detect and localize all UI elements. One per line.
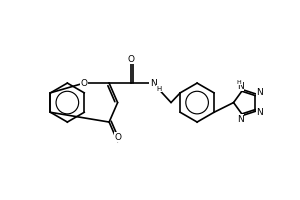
- Text: O: O: [114, 133, 121, 142]
- Text: H: H: [236, 80, 241, 85]
- Text: N: N: [256, 88, 263, 97]
- Text: O: O: [128, 55, 135, 64]
- Text: O: O: [80, 79, 88, 88]
- Text: N: N: [150, 79, 157, 88]
- Text: N: N: [237, 82, 244, 91]
- Text: H: H: [156, 86, 161, 92]
- Text: N: N: [256, 108, 263, 117]
- Text: N: N: [237, 115, 244, 124]
